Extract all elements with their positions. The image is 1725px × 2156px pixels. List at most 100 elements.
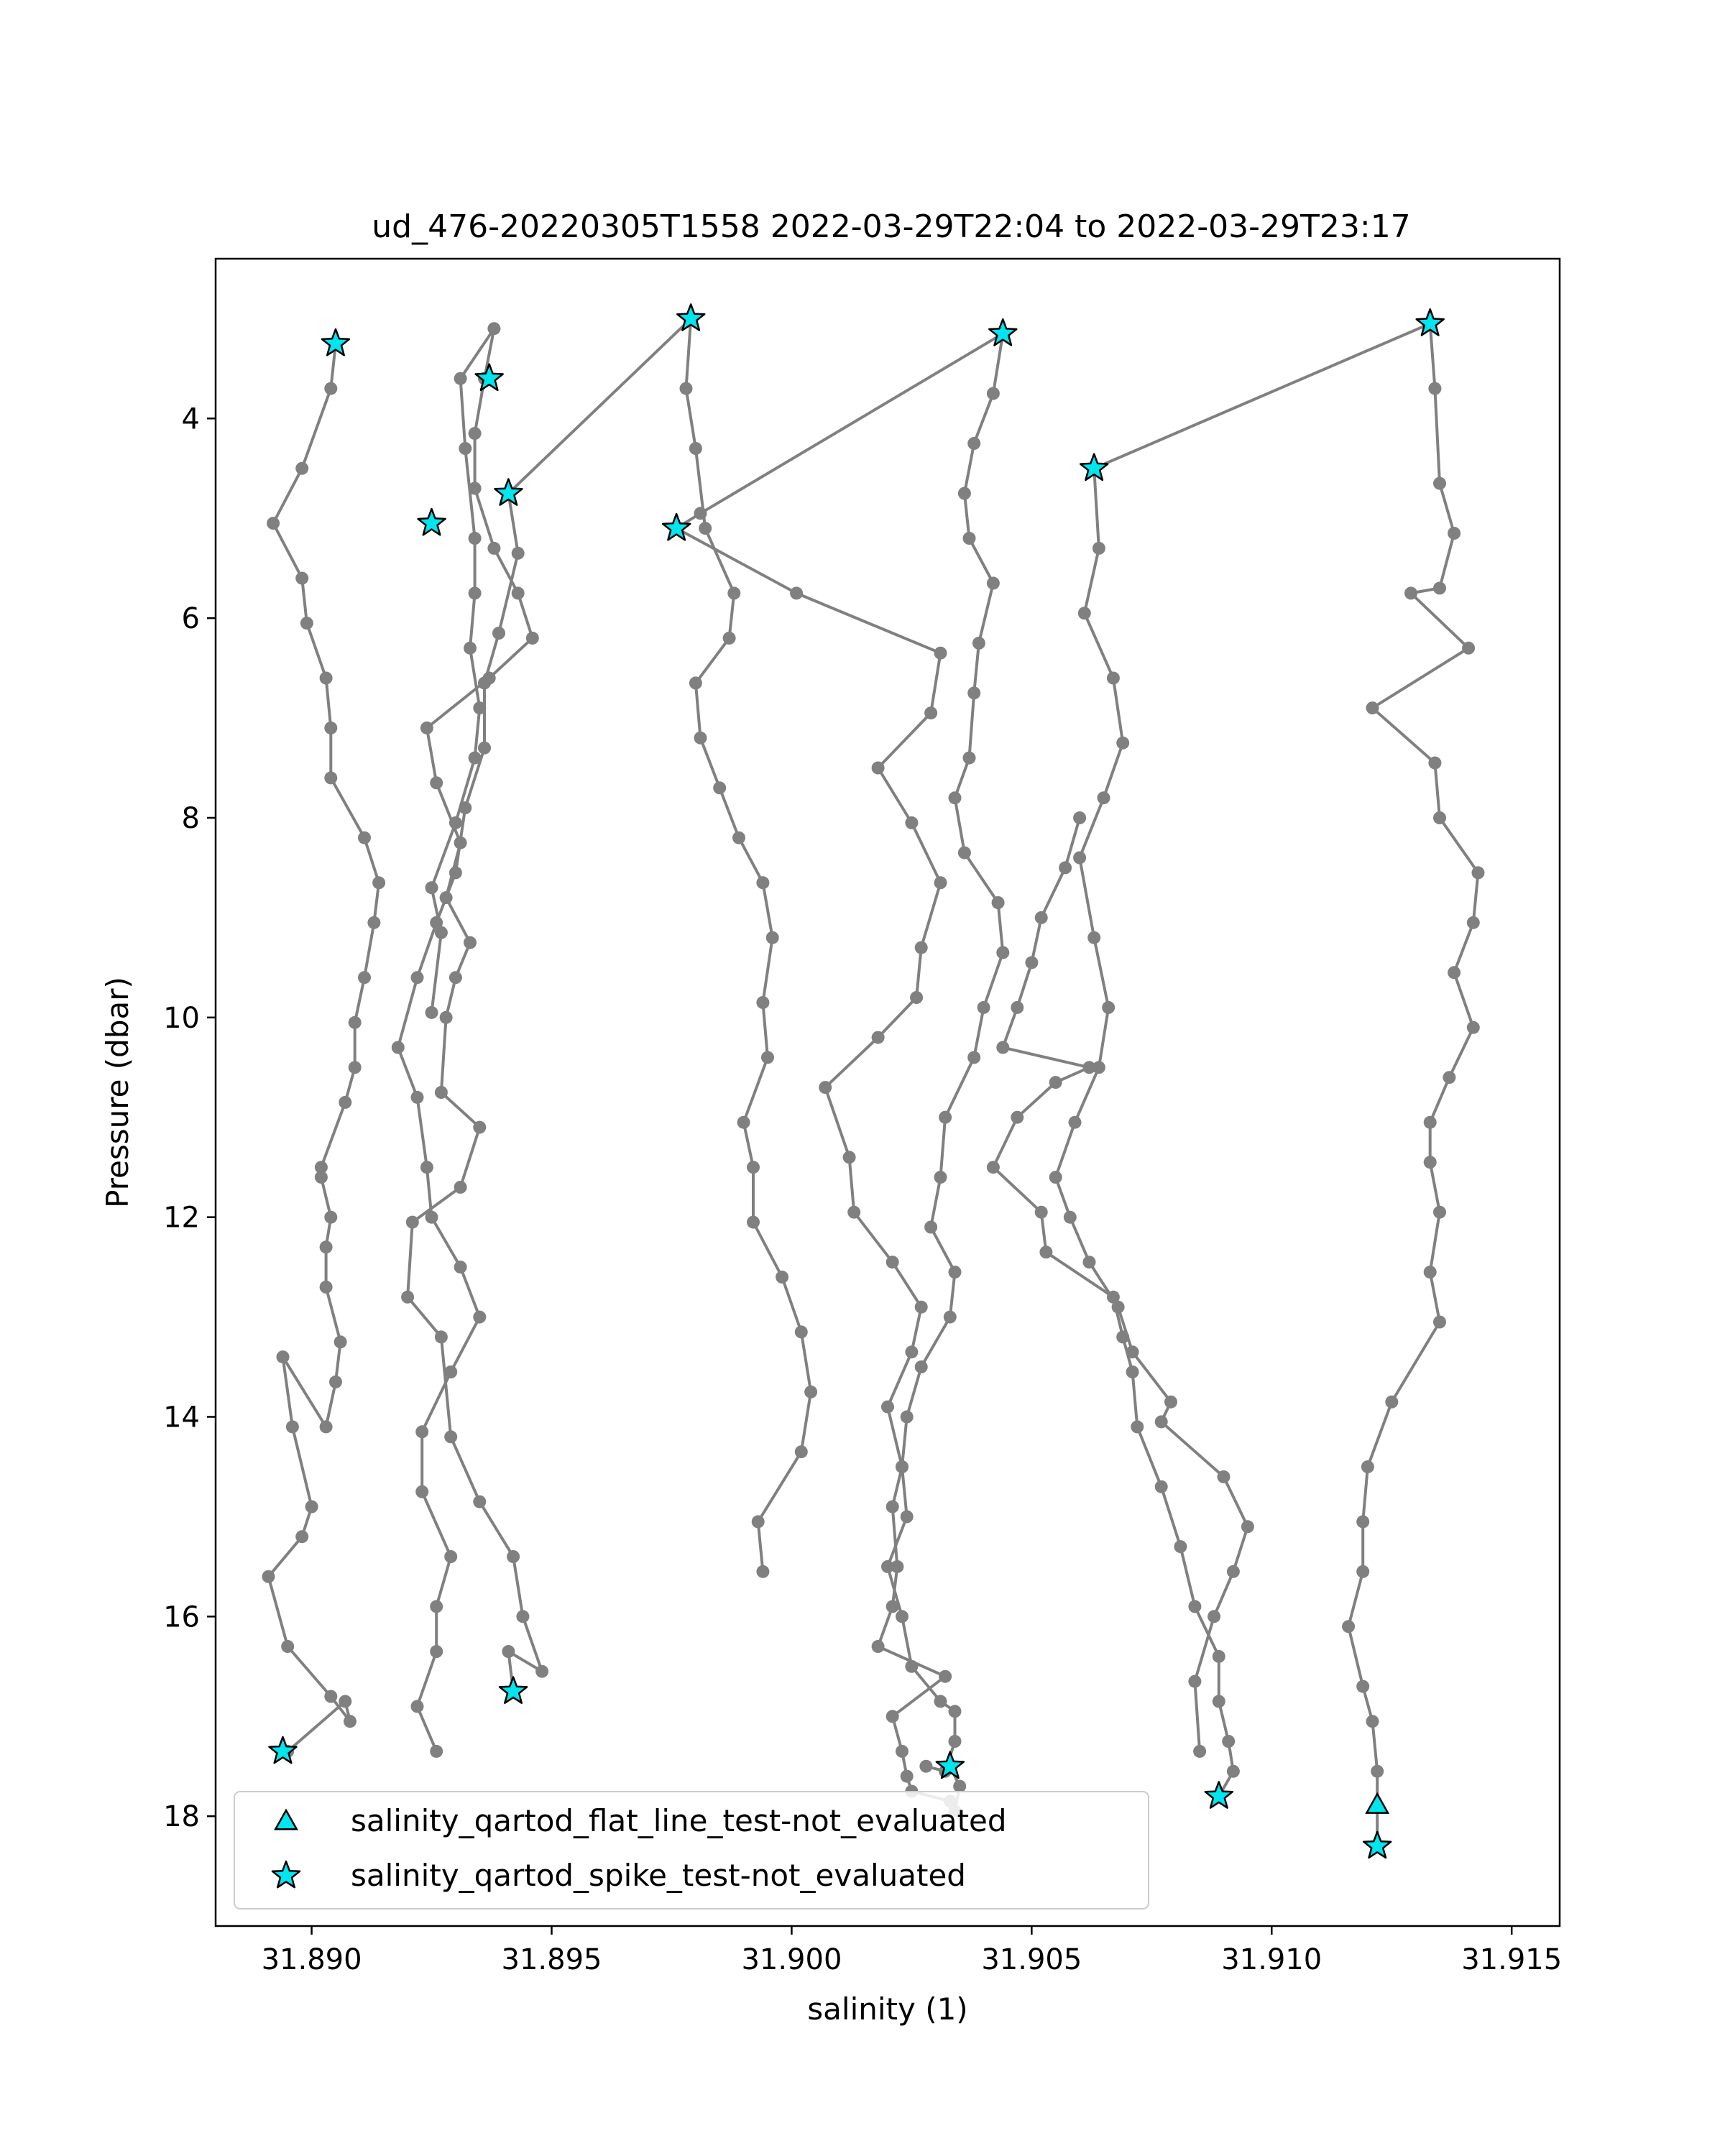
legend-label-flat-line: salinity_qartod_flat_line_test-not_evalu… [351,1803,1007,1838]
data-point [900,1410,914,1424]
data-point [991,896,1005,909]
data-point [492,627,505,640]
data-point [732,831,745,844]
x-axis: 31.890 31.895 31.900 31.905 31.910 31.915 [262,1926,1562,1976]
x-tick-label: 31.910 [1221,1943,1322,1976]
data-point [516,1610,530,1623]
data-point [1428,382,1442,395]
data-point [1423,1115,1437,1129]
data-point [1428,756,1442,770]
legend-marker-spike [271,1860,301,1889]
data-point [761,1051,774,1064]
y-tick-label: 16 [163,1600,200,1634]
data-point [410,1700,424,1713]
spike-marker [1362,1830,1392,1859]
data-point [1433,581,1446,595]
data-point [1082,1256,1096,1269]
series-layer [262,312,1485,1853]
series-line-8 [991,817,1235,1797]
data-point [1226,1764,1240,1778]
series-line-5 [675,332,1004,1813]
data-point [314,1171,328,1184]
data-point [1102,1000,1116,1014]
data-point [1049,1076,1062,1089]
data-point [1423,1266,1437,1279]
data-point [525,631,539,645]
data-point [1371,1764,1384,1778]
data-point [694,507,707,520]
chart-title: ud_476-20220305T1558 2022-03-29T22:04 to… [372,208,1410,245]
data-point [295,1530,309,1544]
data-point [939,1110,952,1124]
data-point [967,686,981,700]
data-point [934,876,947,890]
data-point [324,1210,338,1224]
data-point [1116,1330,1130,1344]
data-point [1174,1540,1187,1554]
data-point [334,1335,347,1349]
data-point [1433,811,1446,824]
data-point [425,1005,438,1019]
data-point [1025,956,1039,969]
data-point [507,1550,520,1563]
legend: salinity_qartod_flat_line_test-not_evalu… [234,1791,1149,1909]
data-point [487,322,501,336]
data-point [934,1695,947,1708]
x-axis-label: salinity (1) [807,1991,967,2027]
data-point [948,1735,962,1748]
data-point [934,646,947,660]
data-point [1448,966,1461,980]
data-point [1356,1680,1370,1693]
data-point [425,1210,438,1224]
spike-marker [417,507,446,536]
data-point [1466,1021,1480,1034]
data-point [391,1041,405,1054]
data-point [444,1550,458,1563]
data-point [1193,1744,1207,1758]
data-point [1073,851,1087,865]
data-point [281,1640,295,1653]
data-point [1063,1210,1077,1224]
data-point [1423,1156,1437,1169]
data-point [1116,736,1130,750]
data-point [727,586,741,600]
data-point [372,876,386,890]
data-point [819,1081,832,1095]
data-point [713,781,727,795]
data-point [756,876,770,890]
data-point [953,1779,967,1793]
spike-marker [661,512,691,541]
data-point [502,1645,515,1658]
data-point [285,1420,299,1434]
series-line-4 [886,333,1005,1773]
data-point [1039,1245,1053,1259]
data-point [478,741,491,755]
data-point [689,442,702,455]
spike-marker [494,478,523,506]
data-point [439,1010,453,1024]
data-point [896,1744,908,1758]
data-point [794,1325,808,1339]
spike-marker [268,1736,298,1764]
data-point [1073,811,1087,824]
data-point [1212,1695,1225,1708]
y-tick-label: 8 [182,802,200,835]
triangle-icon [274,1808,298,1830]
spike-marker [1204,1781,1234,1809]
data-point [410,971,424,985]
data-point [1366,1715,1379,1728]
data-point [344,1715,356,1728]
flat-line-marker [1365,1792,1390,1814]
data-point [267,517,280,530]
spike-marker [988,318,1018,346]
data-point [468,751,482,765]
data-point [1087,931,1101,944]
data-point [262,1570,275,1583]
data-point [464,936,477,949]
data-point [1131,1420,1144,1434]
series-line-7 [1054,322,1431,1752]
y-tick-label: 18 [163,1800,200,1833]
data-point [415,1485,429,1498]
spike-marker [935,1751,965,1779]
y-tick-label: 6 [182,602,200,635]
